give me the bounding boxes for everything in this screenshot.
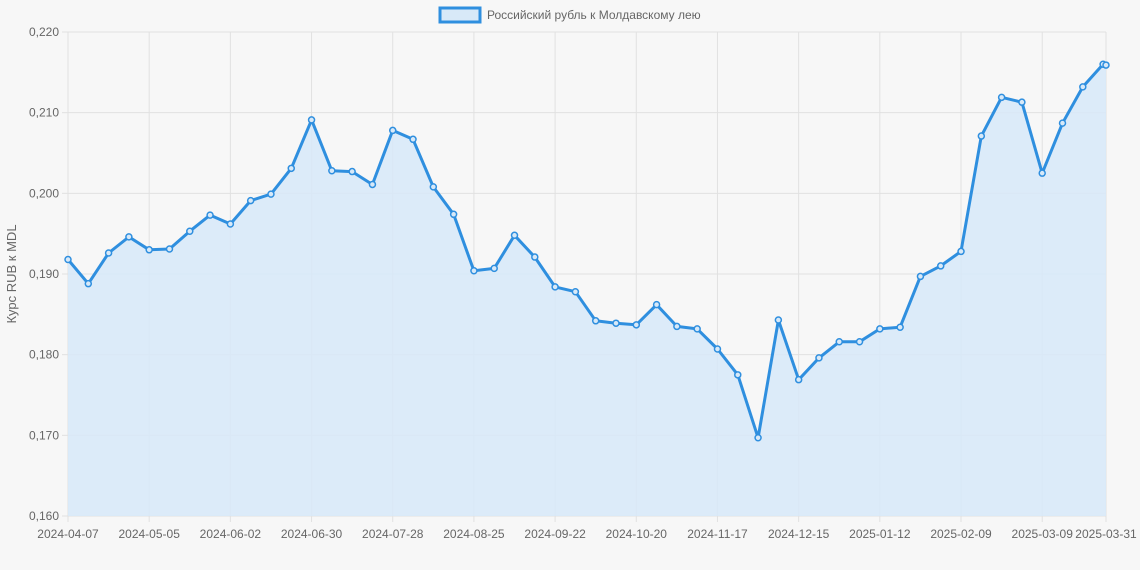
x-tick-label: 2024-09-22 <box>524 527 586 541</box>
series-points <box>64 60 1110 442</box>
data-point <box>612 319 620 327</box>
x-tick-label: 2025-01-12 <box>849 527 911 541</box>
data-point <box>1038 169 1046 177</box>
chart-legend[interactable]: Российский рубль к Молдавскому лею <box>438 6 701 24</box>
data-point <box>490 264 498 273</box>
data-point <box>531 253 539 261</box>
y-tick-label: 0,180 <box>29 348 59 362</box>
x-tick-label: 2024-11-17 <box>687 527 748 541</box>
y-tick-label: 0,220 <box>29 25 59 39</box>
data-point <box>449 210 458 219</box>
x-tick-label: 2024-12-15 <box>768 527 830 541</box>
data-point <box>693 325 701 333</box>
x-tick-label: 2024-05-05 <box>118 527 180 541</box>
x-tick-label: 2024-10-20 <box>606 527 668 541</box>
data-point <box>632 321 641 329</box>
data-point <box>916 272 925 281</box>
data-point <box>1102 61 1110 69</box>
data-point <box>145 246 153 254</box>
y-tick-label: 0,160 <box>29 509 59 523</box>
y-axis-ticks: 0,160 0,170 0,180 0,190 0,200 0,210 0,220 <box>29 25 59 523</box>
data-point <box>267 190 275 198</box>
y-tick-label: 0,170 <box>29 428 59 442</box>
x-tick-label: 2025-03-31 <box>1075 527 1137 541</box>
x-tick-label: 2024-07-28 <box>362 527 424 541</box>
data-point <box>957 247 965 256</box>
series-area-fill <box>68 64 1106 517</box>
data-point <box>429 183 438 191</box>
data-point <box>206 211 214 219</box>
data-point <box>1018 98 1026 106</box>
data-point <box>1058 119 1067 127</box>
x-tick-label: 2025-03-09 <box>1012 527 1074 541</box>
x-tick-label: 2024-06-30 <box>281 527 343 541</box>
data-point <box>876 325 884 333</box>
data-point <box>571 287 580 296</box>
x-axis-ticks: 2024-04-07 2024-05-05 2024-06-02 2024-06-30… <box>37 527 1137 541</box>
data-point <box>896 323 904 331</box>
data-point <box>510 231 519 240</box>
data-point <box>774 316 783 324</box>
data-point <box>551 283 559 291</box>
x-tick-label: 2024-06-02 <box>200 527 262 541</box>
data-point <box>470 267 478 275</box>
data-point <box>165 245 174 253</box>
legend-label: Российский рубль к Молдавскому лею <box>487 8 701 22</box>
data-point <box>977 132 986 140</box>
y-tick-label: 0,200 <box>29 186 59 200</box>
data-point <box>104 249 113 257</box>
y-axis-title: Курс RUB к MDL <box>4 224 19 323</box>
data-point <box>652 300 661 309</box>
x-tick-label: 2024-04-07 <box>37 527 99 541</box>
data-point <box>713 345 722 353</box>
data-point <box>591 317 600 325</box>
data-point <box>815 354 823 362</box>
y-tick-label: 0,190 <box>29 267 59 281</box>
y-tick-label: 0,210 <box>29 106 59 120</box>
data-point <box>84 279 93 288</box>
x-tick-label: 2024-08-25 <box>443 527 505 541</box>
data-point <box>125 233 133 241</box>
data-point <box>673 322 681 331</box>
data-point <box>835 338 844 346</box>
data-point <box>754 434 762 442</box>
data-point <box>794 375 803 384</box>
data-point <box>997 93 1006 102</box>
data-point <box>328 166 336 175</box>
data-point <box>348 167 356 176</box>
data-point <box>409 135 417 144</box>
data-point <box>368 180 377 189</box>
data-point <box>287 164 296 173</box>
data-point <box>246 196 255 205</box>
data-point <box>936 262 945 270</box>
x-tick-label: 2025-02-09 <box>930 527 992 541</box>
data-point <box>855 338 864 346</box>
data-point <box>226 220 235 228</box>
data-point <box>1079 83 1087 91</box>
data-point <box>186 227 194 235</box>
data-point <box>734 371 742 379</box>
data-point <box>64 255 72 264</box>
data-point <box>307 116 316 124</box>
legend-swatch <box>438 6 482 24</box>
data-point <box>388 126 397 135</box>
